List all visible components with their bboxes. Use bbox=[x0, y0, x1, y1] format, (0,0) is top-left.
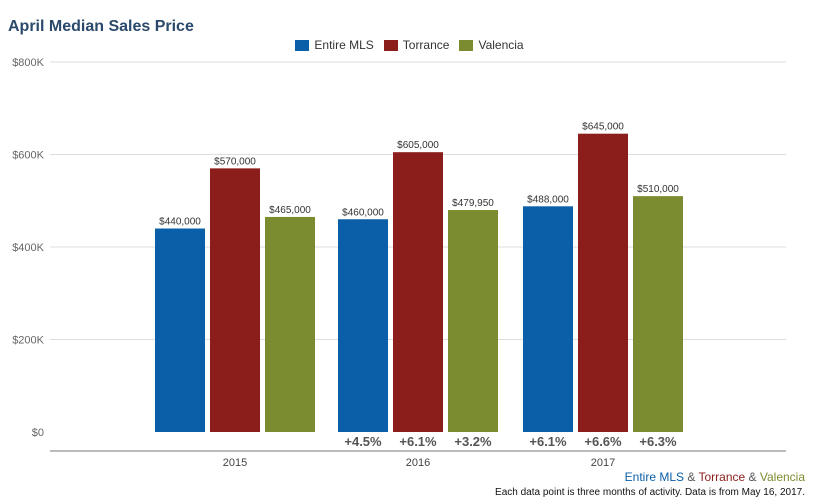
x-tick-label: 2017 bbox=[591, 457, 615, 469]
legend-item-valencia[interactable]: Valencia bbox=[459, 38, 524, 52]
data-label: $440,000 bbox=[159, 217, 201, 228]
footer-series-entire-mls: Entire MLS bbox=[624, 470, 685, 484]
chart-title: April Median Sales Price bbox=[8, 18, 194, 35]
percent-change-label: +4.5% bbox=[344, 434, 382, 449]
percent-change-label: +6.6% bbox=[584, 434, 622, 449]
data-label: $605,000 bbox=[397, 140, 439, 151]
legend-item-torrance[interactable]: Torrance bbox=[383, 38, 450, 52]
footer-note: Each data point is three months of activ… bbox=[495, 487, 805, 498]
legend-label: Valencia bbox=[478, 38, 524, 52]
y-tick-label: $400K bbox=[12, 242, 44, 254]
footer-series-valencia: Valencia bbox=[759, 470, 805, 484]
legend-swatch bbox=[383, 39, 398, 51]
legend-item-entire-mls[interactable]: Entire MLS bbox=[295, 38, 374, 52]
bar bbox=[523, 206, 573, 432]
footer-ampersand: & bbox=[684, 470, 699, 484]
percent-change-label: +3.2% bbox=[454, 434, 492, 449]
bar bbox=[633, 196, 683, 432]
bar bbox=[393, 152, 443, 432]
bar bbox=[448, 210, 498, 432]
data-label: $488,000 bbox=[527, 194, 569, 205]
x-tick-label: 2016 bbox=[406, 457, 430, 469]
bar bbox=[578, 133, 628, 432]
legend-label: Torrance bbox=[402, 38, 450, 52]
percent-change-label: +6.3% bbox=[639, 434, 677, 449]
bar bbox=[155, 228, 205, 432]
y-tick-label: $800K bbox=[12, 57, 44, 69]
y-tick-label: $200K bbox=[12, 335, 44, 347]
legend-label: Entire MLS bbox=[314, 38, 374, 52]
bar bbox=[338, 219, 388, 432]
percent-change-label: +6.1% bbox=[529, 434, 567, 449]
data-label: $479,950 bbox=[452, 198, 494, 209]
data-label: $510,000 bbox=[637, 184, 679, 195]
bar bbox=[265, 216, 315, 432]
percent-change-label: +6.1% bbox=[399, 434, 437, 449]
legend-swatch bbox=[295, 39, 310, 51]
data-label: $645,000 bbox=[582, 122, 624, 133]
bar bbox=[210, 168, 260, 432]
data-label: $465,000 bbox=[269, 205, 311, 216]
data-label: $460,000 bbox=[342, 207, 384, 218]
legend: Entire MLS Torrance Valencia bbox=[0, 38, 819, 52]
x-tick-label: 2015 bbox=[223, 457, 247, 469]
footer-series-torrance: Torrance bbox=[698, 470, 746, 484]
legend-swatch bbox=[459, 39, 474, 51]
footer-series-credit: Entire MLS & Torrance & Valencia bbox=[625, 470, 805, 484]
data-label: $570,000 bbox=[214, 156, 256, 167]
footer-ampersand: & bbox=[745, 470, 760, 484]
y-tick-label: $0 bbox=[32, 427, 44, 439]
y-tick-label: $600K bbox=[12, 150, 44, 162]
